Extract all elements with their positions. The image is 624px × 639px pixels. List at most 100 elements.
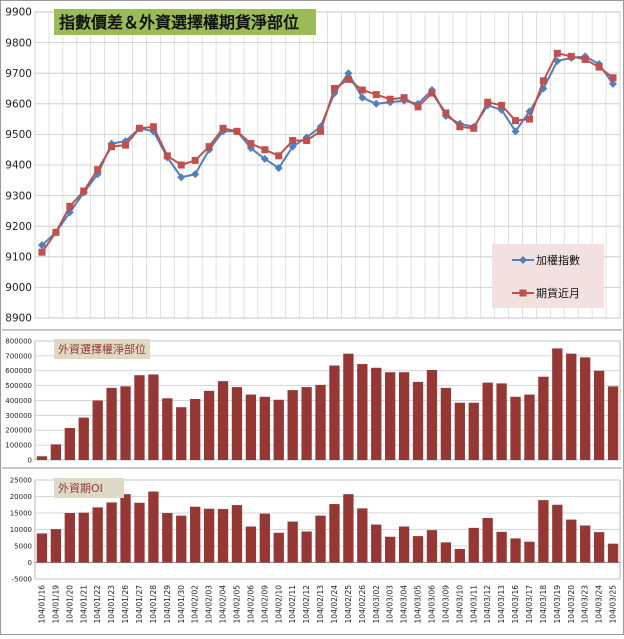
bar-1-104-03-18 [538,376,549,460]
x-tick-label: 104/03/16 [511,585,520,624]
point-0-104-01-16 [37,241,46,250]
point-1-104-03-02 [372,91,380,99]
y-tick-label: 800000 [5,337,32,345]
x-tick-label: 104/03/13 [497,585,506,624]
y-tick-label: 400000 [5,397,32,405]
bar-1-104-01-30 [176,407,187,460]
bar-1-104-01-28 [148,374,159,460]
y-tick-label: 300000 [5,412,32,420]
bar-1-104-02-24 [329,365,340,460]
point-1-104-03-19 [553,49,561,57]
bar-2-104-03-04 [398,526,410,563]
bar-1-104-03-05 [412,381,424,460]
x-tick-label: 104/03/09 [441,585,450,624]
point-1-104-02-24 [330,85,338,92]
bar-2-104-02-24 [329,504,340,563]
point-1-104-03-23 [581,55,589,63]
point-1-104-02-12 [303,137,311,145]
bar-2-104-02-13 [315,515,326,563]
x-tick-label: 104/03/10 [455,585,464,624]
point-1-104-03-04 [400,94,408,102]
y-tick-label: 20000 [10,493,32,501]
x-tick-label: 104/03/06 [428,585,437,624]
x-tick-label: 104/02/12 [302,585,311,624]
point-0-104-02-26 [358,93,367,102]
x-tick-label: 104/02/09 [260,585,269,624]
x-tick-label: 104/02/13 [316,585,325,624]
y-tick-label: 5000 [14,542,32,550]
bar-1-104-03-17 [524,394,535,460]
bar-2-104-02-12 [301,531,312,563]
y-tick-label: 500000 [5,382,32,390]
bar-1-104-01-23 [106,387,117,460]
bar-2-104-02-10 [273,532,284,563]
x-tick-label: 104/02/11 [288,585,297,624]
x-tick-label: 104/01/19 [51,585,60,624]
point-1-104-03-06 [428,89,436,97]
point-1-104-03-10 [456,123,464,131]
point-1-104-03-18 [539,77,547,85]
x-tick-label: 104/03/18 [539,585,548,624]
legend-label: 加權指數 [536,253,580,267]
bar-2-104-02-26 [357,508,368,563]
bar-2-104-02-11 [287,521,298,563]
y-tick-label: 25000 [10,476,32,484]
bar-2-104-01-28 [148,491,159,563]
x-tick-label: 104/03/23 [581,585,590,624]
bar-1-104-02-25 [343,353,354,460]
x-tick-label: 104/03/12 [483,585,492,624]
point-1-104-03-11 [470,124,478,132]
bar-2-104-03-06 [426,530,438,563]
y-tick-label: 9800 [5,37,32,49]
bar-2-104-02-02 [190,506,201,563]
y-tick-label: 9500 [5,129,32,141]
bar-2-104-03-02 [371,524,382,563]
x-tick-label: 104/01/30 [177,585,186,624]
point-1-104-01-22 [94,166,102,174]
x-tick-label: 104/02/26 [358,585,367,624]
bar-1-104-03-10 [454,402,465,460]
bar-2-104-03-16 [510,538,521,563]
bar-1-104-03-16 [510,396,521,460]
point-1-104-03-25 [609,74,617,82]
bar-2-104-02-09 [259,513,270,563]
bar-2-104-01-20 [64,513,75,563]
point-1-104-02-05 [233,127,241,135]
y-tick-label: 600000 [5,367,32,375]
point-1-104-01-20 [66,202,74,210]
point-1-104-01-21 [80,187,88,195]
x-tick-label: 104/01/20 [65,585,74,624]
chart-title-box [54,478,124,498]
x-tick-label: 104/03/02 [372,585,381,624]
bar-1-104-02-10 [273,399,284,460]
point-0-104-02-25 [344,69,353,78]
point-1-104-02-09 [261,146,269,154]
bar-2-104-03-11 [468,527,479,563]
bar-2-104-01-21 [78,512,89,563]
y-tick-label: 8900 [5,313,32,325]
bar-2-104-01-27 [134,502,145,563]
chart-title: 外資選擇權淨部位 [58,342,146,356]
bar-1-104-02-03 [203,390,215,460]
point-0-104-03-02 [372,99,381,108]
x-tick-label: 104/03/17 [525,585,534,624]
x-tick-label: 104/03/24 [595,585,604,624]
bar-1-104-02-09 [259,396,270,460]
bar-1-104-01-27 [134,375,145,460]
bar-1-104-03-09 [440,387,452,460]
bar-2-104-01-16 [36,533,48,563]
y-tick-label: 100000 [5,442,32,450]
y-tick-label: -5000 [12,575,32,583]
bar-2-104-01-29 [162,513,173,563]
point-1-104-02-10 [275,152,283,160]
point-1-104-03-24 [595,63,603,71]
y-tick-label: 200000 [5,427,32,435]
point-1-104-02-04 [219,124,227,132]
point-1-104-03-16 [512,117,520,125]
bar-2-104-01-22 [92,507,103,563]
bar-2-104-02-03 [203,508,215,563]
point-0-104-02-02 [191,170,200,179]
bar-2-104-02-05 [231,505,243,563]
y-tick-label: 9700 [5,68,32,80]
